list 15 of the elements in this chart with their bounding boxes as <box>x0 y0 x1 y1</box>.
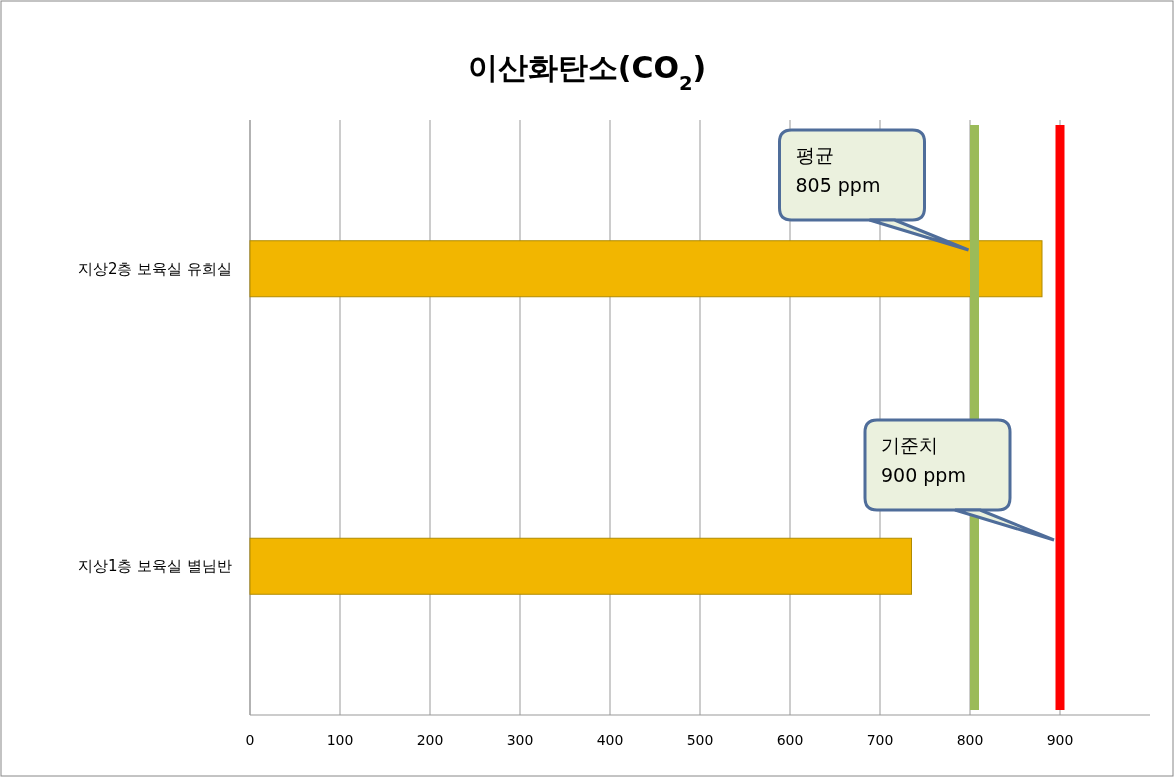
x-tick-label: 900 <box>1046 732 1074 748</box>
x-tick-label: 700 <box>866 732 894 748</box>
x-tick-label: 600 <box>776 732 804 748</box>
x-tick-label: 200 <box>416 732 444 748</box>
ref-line-label: 평균 805 ppm <box>795 144 881 196</box>
ref-line-label: 기준치 900 ppm <box>881 434 966 486</box>
x-tick-label: 400 <box>596 732 624 748</box>
y-tick-label: 지상1층 보육실 별님반 <box>77 557 232 576</box>
x-tick-label: 300 <box>506 732 534 748</box>
chart-title: 이산화탄소(CO$_{2}$) <box>467 50 707 95</box>
x-tick-label: 800 <box>956 732 984 748</box>
x-tick-label: 100 <box>326 732 354 748</box>
y-tick-label: 지상2층 보육실 유희실 <box>77 259 232 278</box>
x-tick-label: 0 <box>245 732 255 748</box>
x-tick-label: 500 <box>686 732 714 748</box>
